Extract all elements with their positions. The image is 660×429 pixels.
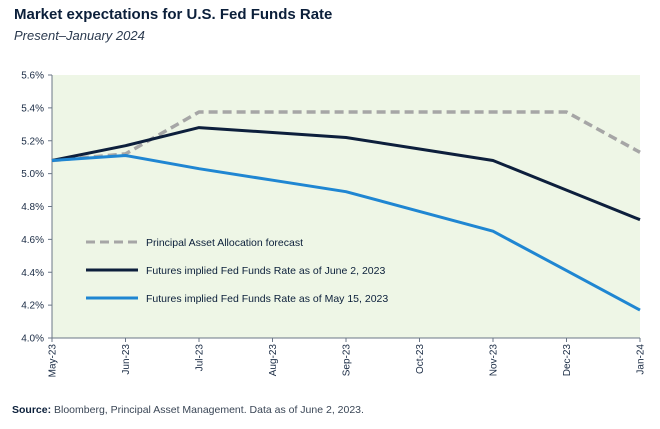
x-tick-label: Jun-23 (121, 344, 132, 375)
x-tick-label: Nov-23 (489, 344, 500, 377)
x-tick-label: Aug-23 (268, 344, 279, 377)
y-tick-label: 4.2% (21, 301, 44, 312)
chart-title: Market expectations for U.S. Fed Funds R… (14, 6, 333, 23)
series-line-2 (51, 126, 641, 222)
source-text: Bloomberg, Principal Asset Management. D… (51, 404, 364, 416)
legend-label-1: Principal Asset Allocation forecast (146, 237, 303, 249)
plot-area (52, 75, 640, 338)
y-tick-label: 4.8% (21, 202, 44, 213)
x-tick-label: Oct-23 (415, 344, 426, 374)
x-tick-label: Dec-23 (562, 344, 573, 377)
legend-label-3: Futures implied Fed Funds Rate as of May… (146, 293, 388, 305)
legend-label-2: Futures implied Fed Funds Rate as of Jun… (146, 265, 385, 277)
source-label: Source: (12, 404, 52, 416)
y-tick-label: 4.4% (21, 268, 44, 279)
y-tick-label: 5.2% (21, 136, 44, 147)
series-line-3 (51, 154, 641, 312)
y-tick-label: 4.0% (21, 334, 44, 345)
source-note: Source: Bloomberg, Principal Asset Manag… (12, 404, 364, 416)
x-tick-label: Sep-23 (342, 344, 353, 377)
x-tick-label: Jan-24 (636, 344, 647, 375)
chart-subtitle: Present–January 2024 (14, 28, 145, 43)
y-tick-label: 4.6% (21, 235, 44, 246)
y-tick-label: 5.4% (21, 103, 44, 114)
y-tick-label: 5.0% (21, 169, 44, 180)
x-tick-label: Jul-23 (195, 344, 206, 372)
y-tick-label: 5.6% (21, 71, 44, 82)
x-tick-label: May-23 (48, 344, 59, 378)
